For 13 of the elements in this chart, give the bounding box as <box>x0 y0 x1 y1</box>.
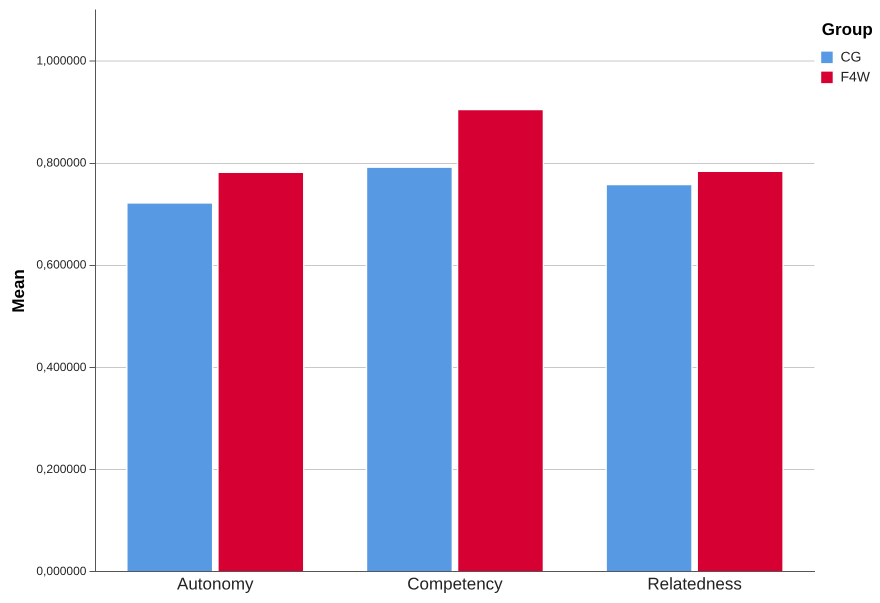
y-axis-title: Mean <box>8 269 28 313</box>
x-tick-label: Competency <box>407 574 504 594</box>
legend-label: F4W <box>840 68 871 84</box>
y-tick-label: 1,000000 <box>36 54 87 68</box>
y-tick-label: 0,800000 <box>36 156 87 170</box>
y-tick-label: 0,600000 <box>36 258 87 272</box>
y-tick-label: 0,200000 <box>36 462 87 476</box>
y-tick-label: 0,000000 <box>36 564 87 578</box>
legend-label: CG <box>840 48 862 64</box>
x-tick-label: Relatedness <box>647 574 742 594</box>
x-tick-label: Autonomy <box>177 574 254 594</box>
legend-title: Group <box>822 20 873 40</box>
y-tick-label: 0,400000 <box>36 360 87 374</box>
